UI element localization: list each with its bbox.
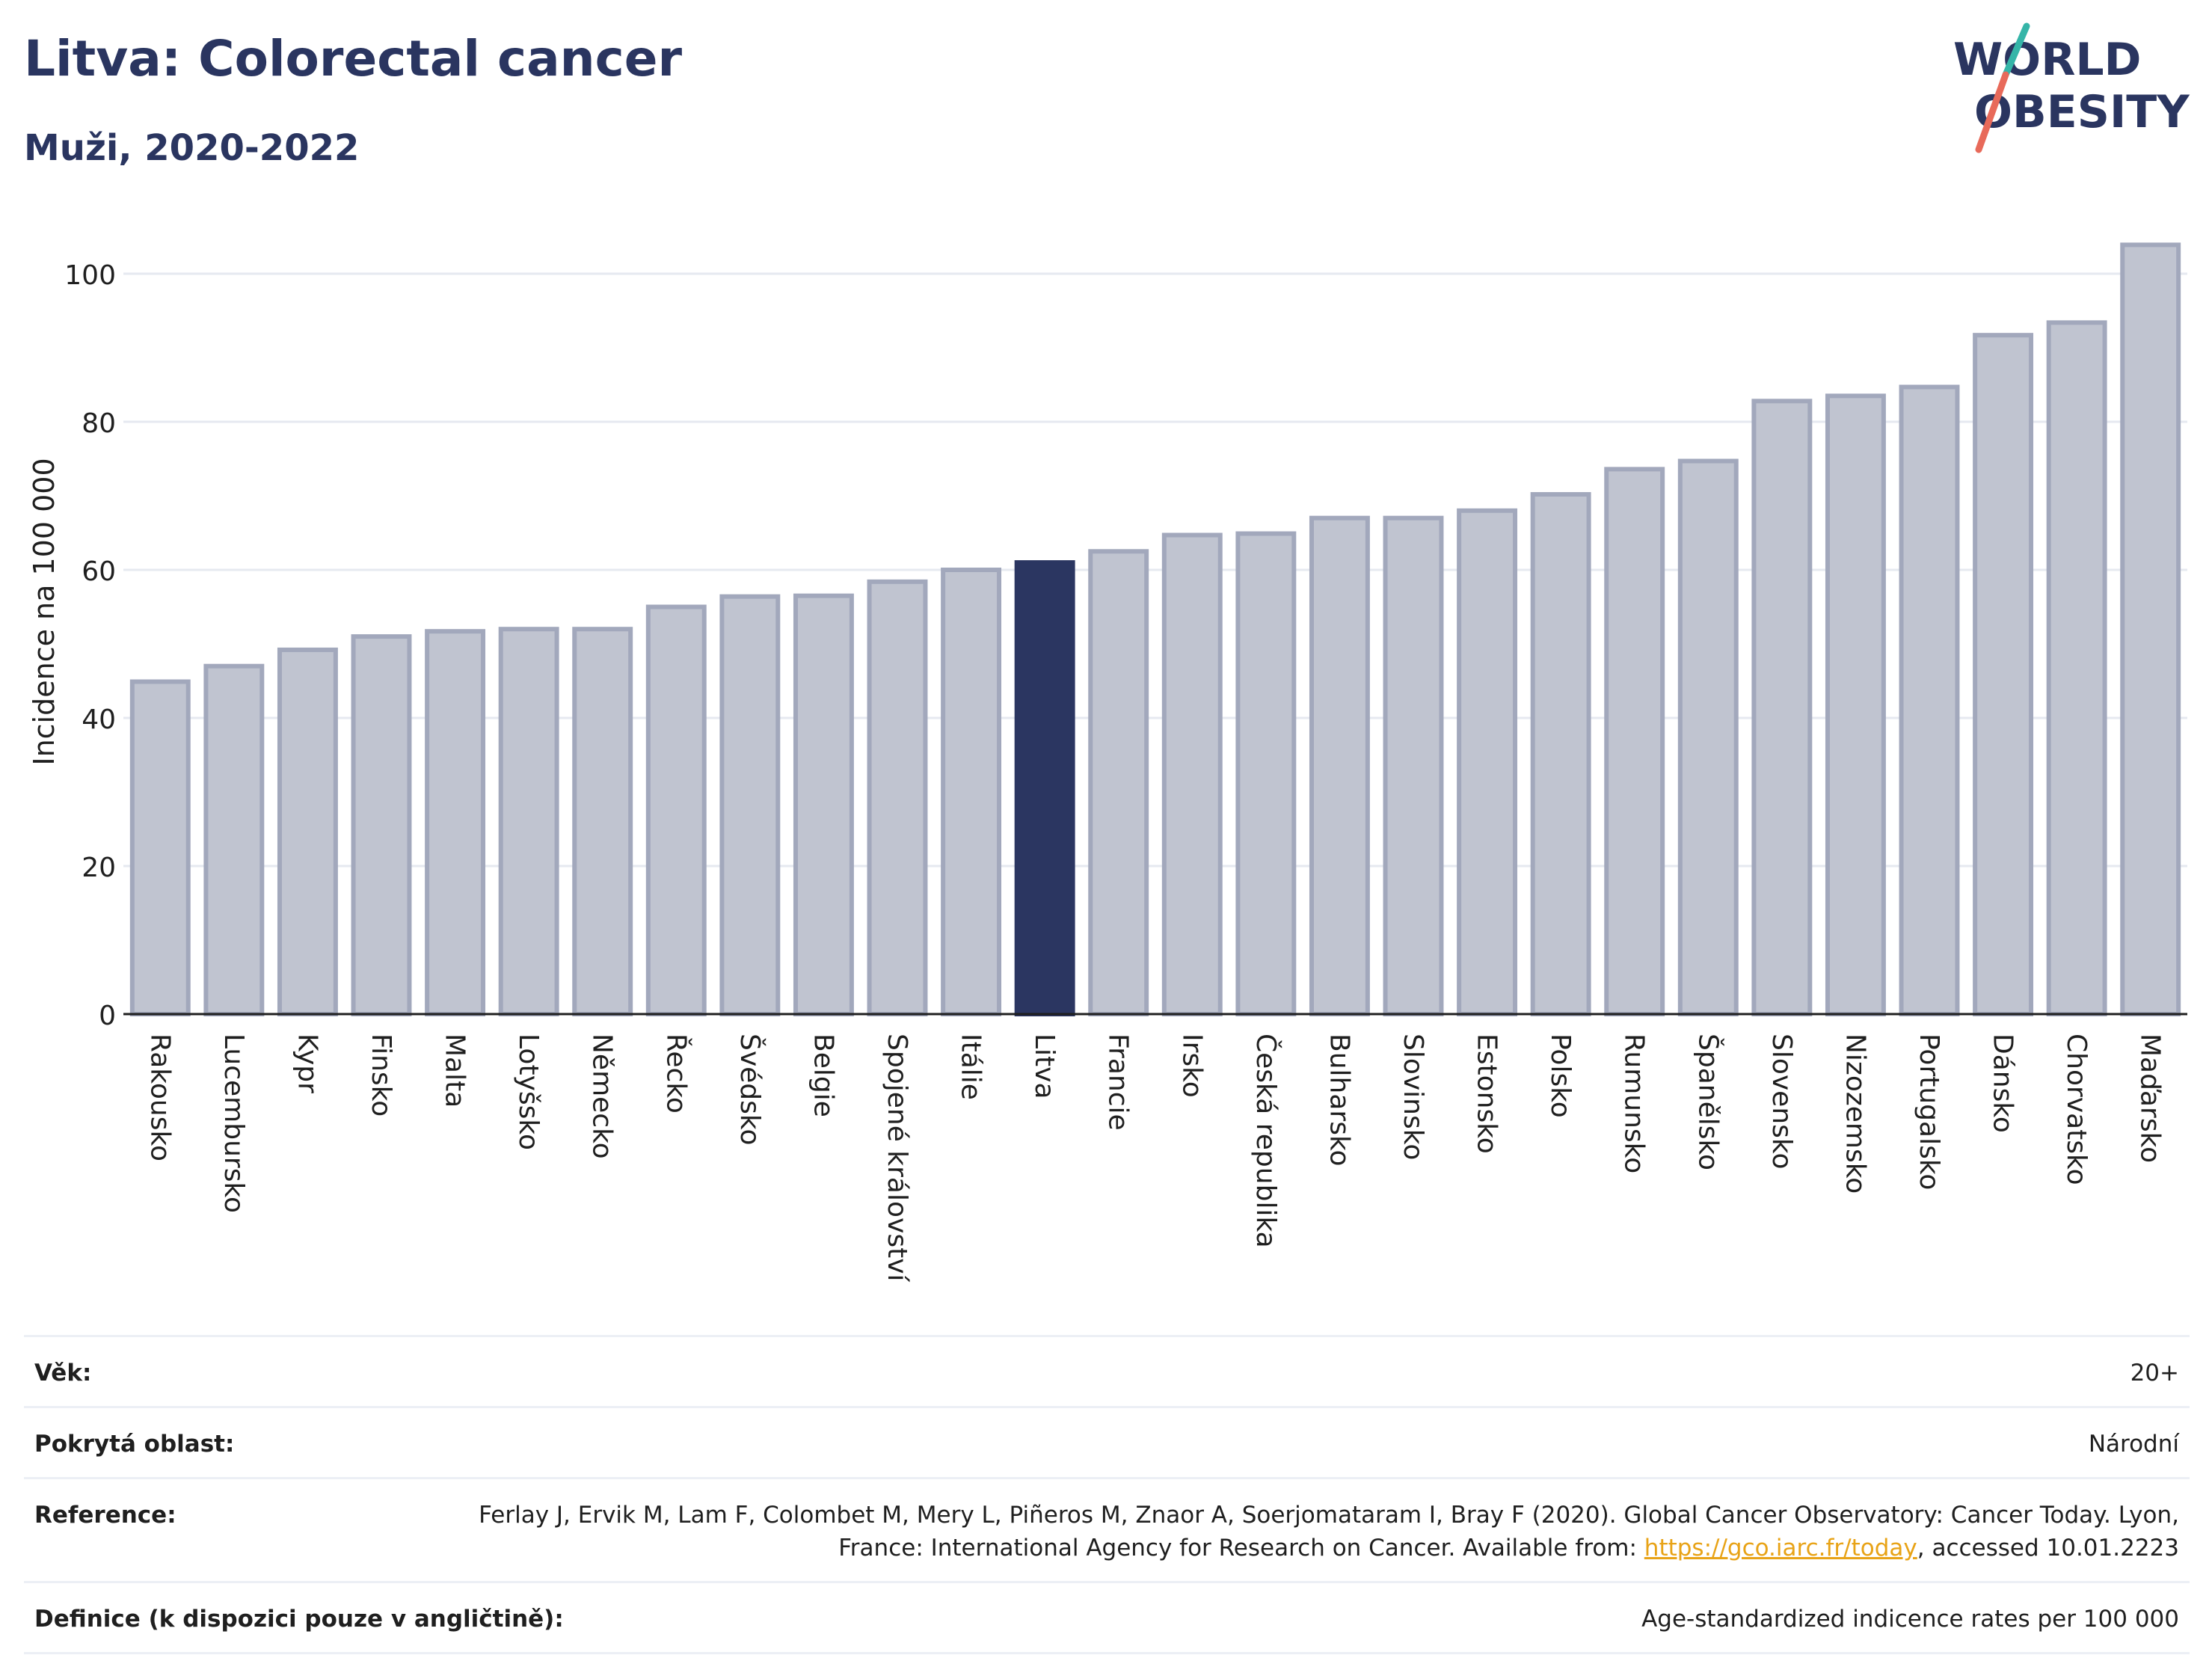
bar-Lotyšsko — [498, 627, 559, 1016]
bar-Česká republika — [1235, 531, 1297, 1016]
reference-accessed: , accessed 10.01.2223 — [1917, 1535, 2179, 1562]
world-obesity-logo: WORLD OBESITY — [1953, 22, 2190, 153]
chart-title: Litva: Colorectal cancer — [24, 30, 683, 87]
x-tick-label: Nizozemsko — [1840, 1034, 1870, 1194]
reference-text: Ferlay J, Ervik M, Lam F, Colombet M, Me… — [479, 1502, 2179, 1562]
bar-Bulharsko — [1309, 515, 1370, 1016]
x-tick-label: Kypr — [292, 1034, 322, 1093]
meta-row-reference: Reference: Ferlay J, Ervik M, Lam F, Col… — [24, 1479, 2190, 1583]
x-tick-label: Rumunsko — [1619, 1034, 1650, 1173]
meta-row-coverage: Pokrytá oblast: Národní — [24, 1408, 2190, 1479]
bar-Řecko — [645, 604, 707, 1016]
x-tick-label: Litva — [1029, 1034, 1060, 1099]
x-tick-label: Francie — [1103, 1034, 1134, 1131]
y-tick-label: 80 — [82, 408, 116, 439]
bar-Itálie — [941, 568, 1002, 1016]
meta-value-coverage: Národní — [2088, 1431, 2179, 1458]
x-tick-label: Slovensko — [1766, 1034, 1797, 1170]
x-tick-label: Švédsko — [734, 1034, 766, 1146]
y-tick-label: 20 — [82, 853, 116, 883]
meta-label-coverage: Pokrytá oblast: — [34, 1431, 235, 1458]
bar-Rakousko — [129, 679, 191, 1016]
x-tick-label: Chorvatsko — [2061, 1034, 2092, 1185]
meta-value-age: 20+ — [2130, 1360, 2179, 1387]
y-tick-label: 0 — [99, 1001, 116, 1031]
meta-value-reference: Ferlay J, Ervik M, Lam F, Colombet M, Me… — [474, 1499, 2179, 1565]
x-tick-label: Belgie — [808, 1034, 838, 1117]
x-tick-label: Lucembursko — [218, 1034, 249, 1213]
x-tick-label: Rakousko — [144, 1034, 175, 1161]
bar-Maďarsko — [2120, 242, 2181, 1016]
bar-Rumunsko — [1604, 467, 1665, 1016]
bar-Irsko — [1161, 532, 1223, 1016]
x-tick-label: Řecko — [660, 1034, 692, 1114]
y-tick-label: 60 — [82, 556, 116, 587]
bar-chart: 0 20 40 60 80 100 Rakousko Lucembursko Kypr Fins… — [28, 242, 2187, 1283]
meta-value-definition: Age-standardized indicence rates per 100… — [1641, 1606, 2179, 1633]
bar-Finsko — [351, 634, 412, 1016]
bar-Španělsko — [1677, 458, 1739, 1016]
y-tick-label: 40 — [82, 704, 116, 735]
meta-row-definition: Definice (k dispozici pouze v angličtině… — [24, 1583, 2190, 1654]
bar-Švédsko — [719, 594, 781, 1016]
meta-label-definition: Definice (k dispozici pouze v angličtině… — [34, 1606, 564, 1633]
meta-row-age: Věk: 20+ — [24, 1337, 2190, 1408]
bar-Litva — [1014, 560, 1075, 1016]
y-tick-label: 100 — [64, 260, 116, 291]
bar-Francie — [1088, 549, 1149, 1016]
y-axis-label: Incidence na 100 000 — [28, 458, 61, 765]
x-tick-label: Lotyšsko — [513, 1034, 544, 1150]
x-tick-label: Finsko — [366, 1034, 396, 1117]
bar-Polsko — [1530, 492, 1591, 1016]
bar-Portugalsko — [1899, 384, 1960, 1016]
bar-Německo — [572, 627, 633, 1016]
x-tick-label: Polsko — [1545, 1034, 1576, 1118]
bar-Dánsko — [1973, 333, 2034, 1017]
x-tick-label: Bulharsko — [1324, 1034, 1354, 1167]
x-tick-label: Slovinsko — [1398, 1034, 1428, 1160]
x-tick-label: Španělsko — [1692, 1034, 1724, 1170]
bar-Estonsko — [1457, 508, 1518, 1016]
bar-Kypr — [277, 647, 338, 1016]
x-tick-label: Irsko — [1176, 1034, 1207, 1098]
x-tick-label: Dánsko — [1988, 1034, 2018, 1133]
bars — [129, 242, 2181, 1017]
reference-link[interactable]: https://gco.iarc.fr/today — [1644, 1535, 1917, 1562]
x-tick-label: Estonsko — [1472, 1034, 1502, 1154]
x-tick-label: Německo — [587, 1034, 618, 1159]
y-tick-labels: 0 20 40 60 80 100 — [64, 260, 116, 1031]
x-tick-label: Portugalsko — [1914, 1034, 1944, 1190]
bar-Malta — [425, 629, 486, 1016]
bar-Slovinsko — [1383, 515, 1444, 1016]
x-tick-label: Itálie — [956, 1034, 986, 1100]
bar-Spojené království — [867, 579, 928, 1016]
x-tick-label: Česká republika — [1250, 1034, 1282, 1248]
bar-Belgie — [793, 593, 854, 1016]
bar-Chorvatsko — [2046, 320, 2107, 1016]
x-tick-labels: Rakousko Lucembursko Kypr Finsko Malta Lotyšs… — [144, 1034, 2165, 1283]
x-tick-label: Malta — [440, 1034, 470, 1108]
logo-slash-bottom — [1975, 71, 2009, 153]
meta-label-reference: Reference: — [34, 1502, 176, 1529]
bar-Nizozemsko — [1825, 393, 1886, 1016]
meta-label-age: Věk: — [34, 1360, 92, 1387]
bar-Lucembursko — [203, 663, 265, 1016]
x-tick-label: Spojené království — [882, 1034, 912, 1283]
x-tick-label: Maďarsko — [2135, 1034, 2166, 1163]
logo-slash-top — [2002, 22, 2030, 79]
chart-subtitle: Muži, 2020-2022 — [24, 127, 360, 169]
metadata-table: Věk: 20+ Pokrytá oblast: Národní Referen… — [24, 1335, 2190, 1654]
bar-Slovensko — [1751, 399, 1813, 1016]
logo-line1: WORLD — [1953, 34, 2141, 86]
logo-line2: OBESITY — [1974, 86, 2190, 138]
